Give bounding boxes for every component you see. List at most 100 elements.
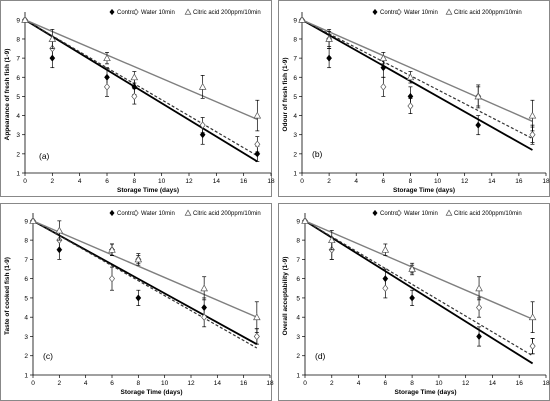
data-point-citric xyxy=(406,73,415,81)
x-tick-label: 14 xyxy=(489,380,497,387)
legend-label: Water 10min xyxy=(141,211,175,217)
y-tick-label: 1 xyxy=(296,373,300,380)
legend-marker-control xyxy=(109,209,115,217)
legend-marker-control xyxy=(109,8,115,16)
x-axis-title: Storage Time (days) xyxy=(120,389,182,396)
y-tick-label: 5 xyxy=(296,295,300,302)
y-tick-label: 6 xyxy=(293,75,297,82)
data-point-water xyxy=(201,313,208,321)
data-point-control xyxy=(326,54,332,62)
legend-marker-control xyxy=(372,209,378,217)
legend-label: Citric acid 200ppm/10min xyxy=(454,10,522,16)
data-point-water xyxy=(382,284,389,293)
x-tick-label: 0 xyxy=(23,178,27,185)
x-axis-title: Storage Time (days) xyxy=(394,389,456,396)
x-tick-label: 4 xyxy=(357,380,361,387)
legend-label: Water 10min xyxy=(404,211,438,217)
y-tick-label: 7 xyxy=(296,257,300,264)
y-tick-label: 4 xyxy=(296,315,300,322)
x-tick-label: 2 xyxy=(51,178,55,185)
x-tick-label: 16 xyxy=(240,380,248,387)
data-point-citric xyxy=(134,255,143,263)
y-tick-label: 8 xyxy=(293,36,297,43)
y-tick-label: 3 xyxy=(296,334,300,341)
x-tick-label: 12 xyxy=(462,380,470,387)
x-tick-label: 10 xyxy=(434,178,442,185)
data-point-control xyxy=(476,332,482,341)
x-tick-label: 4 xyxy=(78,178,82,185)
y-tick-label: 5 xyxy=(16,94,20,101)
data-point-water xyxy=(529,342,536,350)
x-tick-label: 2 xyxy=(327,178,331,185)
y-tick-label: 6 xyxy=(16,75,20,82)
x-axis-title: Storage Time (days) xyxy=(393,187,455,194)
legend-label: Control xyxy=(380,10,399,16)
legend-label: Citric acid 200ppm/10min xyxy=(193,10,261,16)
legend-marker-water xyxy=(133,209,139,217)
panel-frame xyxy=(278,0,550,197)
y-tick-label: 9 xyxy=(24,218,28,225)
panel-label: (a) xyxy=(39,151,50,161)
x-tick-label: 10 xyxy=(158,178,166,185)
data-point-citric xyxy=(21,15,29,23)
y-tick-label: 5 xyxy=(24,295,28,302)
y-tick-label: 1 xyxy=(293,171,297,178)
data-point-water xyxy=(108,274,116,283)
data-point-citric xyxy=(475,284,483,292)
data-point-citric xyxy=(55,226,64,234)
y-tick-label: 1 xyxy=(16,171,20,178)
y-tick-label: 3 xyxy=(24,334,28,341)
trend-line-citric-acid-200ppm-10min xyxy=(24,19,258,121)
data-point-water xyxy=(199,121,206,129)
x-tick-label: 6 xyxy=(382,178,386,185)
data-point-water xyxy=(131,92,138,101)
data-point-water xyxy=(407,102,414,110)
y-tick-label: 7 xyxy=(293,56,297,63)
data-point-control xyxy=(135,294,142,302)
x-tick-label: 16 xyxy=(515,178,523,185)
data-point-citric xyxy=(253,313,261,321)
x-tick-label: 2 xyxy=(330,380,334,387)
x-tick-label: 12 xyxy=(461,178,469,185)
legend-label: Water 10min xyxy=(404,10,438,16)
x-tick-label: 6 xyxy=(110,380,114,387)
data-point-citric xyxy=(301,216,309,224)
x-tick-label: 12 xyxy=(185,178,193,185)
panel-label: (d) xyxy=(315,351,326,361)
x-tick-label: 14 xyxy=(488,178,496,185)
y-tick-label: 5 xyxy=(293,94,297,101)
x-tick-label: 10 xyxy=(435,380,443,387)
data-point-water xyxy=(254,140,261,149)
data-point-water xyxy=(103,83,111,91)
y-axis-title: Odour of fresh fish (1-9) xyxy=(282,57,289,131)
y-tick-label: 4 xyxy=(24,315,28,322)
y-tick-label: 9 xyxy=(16,17,20,24)
x-tick-label: 18 xyxy=(542,380,550,387)
legend-label: Control xyxy=(380,211,399,217)
legend-marker-water xyxy=(396,8,402,16)
data-point-citric xyxy=(474,92,483,100)
y-axis-title: Taste of cooked fish (1-9) xyxy=(4,257,11,335)
y-tick-label: 8 xyxy=(16,36,20,43)
y-tick-label: 3 xyxy=(293,132,297,139)
panel-label: (c) xyxy=(43,351,53,361)
legend-marker-citric xyxy=(184,209,192,216)
data-point-control xyxy=(475,121,482,129)
x-tick-label: 10 xyxy=(161,380,169,387)
panel-label: (b) xyxy=(312,149,323,159)
x-tick-label: 4 xyxy=(84,380,88,387)
y-axis-title: Appearance of fresh fish (1-9) xyxy=(4,49,11,141)
x-tick-label: 8 xyxy=(409,178,413,185)
data-point-water xyxy=(529,130,536,139)
data-point-citric xyxy=(381,245,390,253)
data-point-control xyxy=(409,294,415,302)
y-tick-label: 1 xyxy=(24,373,28,380)
x-tick-label: 16 xyxy=(240,178,248,185)
panel-frame xyxy=(0,203,272,401)
data-point-citric xyxy=(103,54,111,62)
x-tick-label: 0 xyxy=(303,380,307,387)
data-point-citric xyxy=(327,236,336,244)
